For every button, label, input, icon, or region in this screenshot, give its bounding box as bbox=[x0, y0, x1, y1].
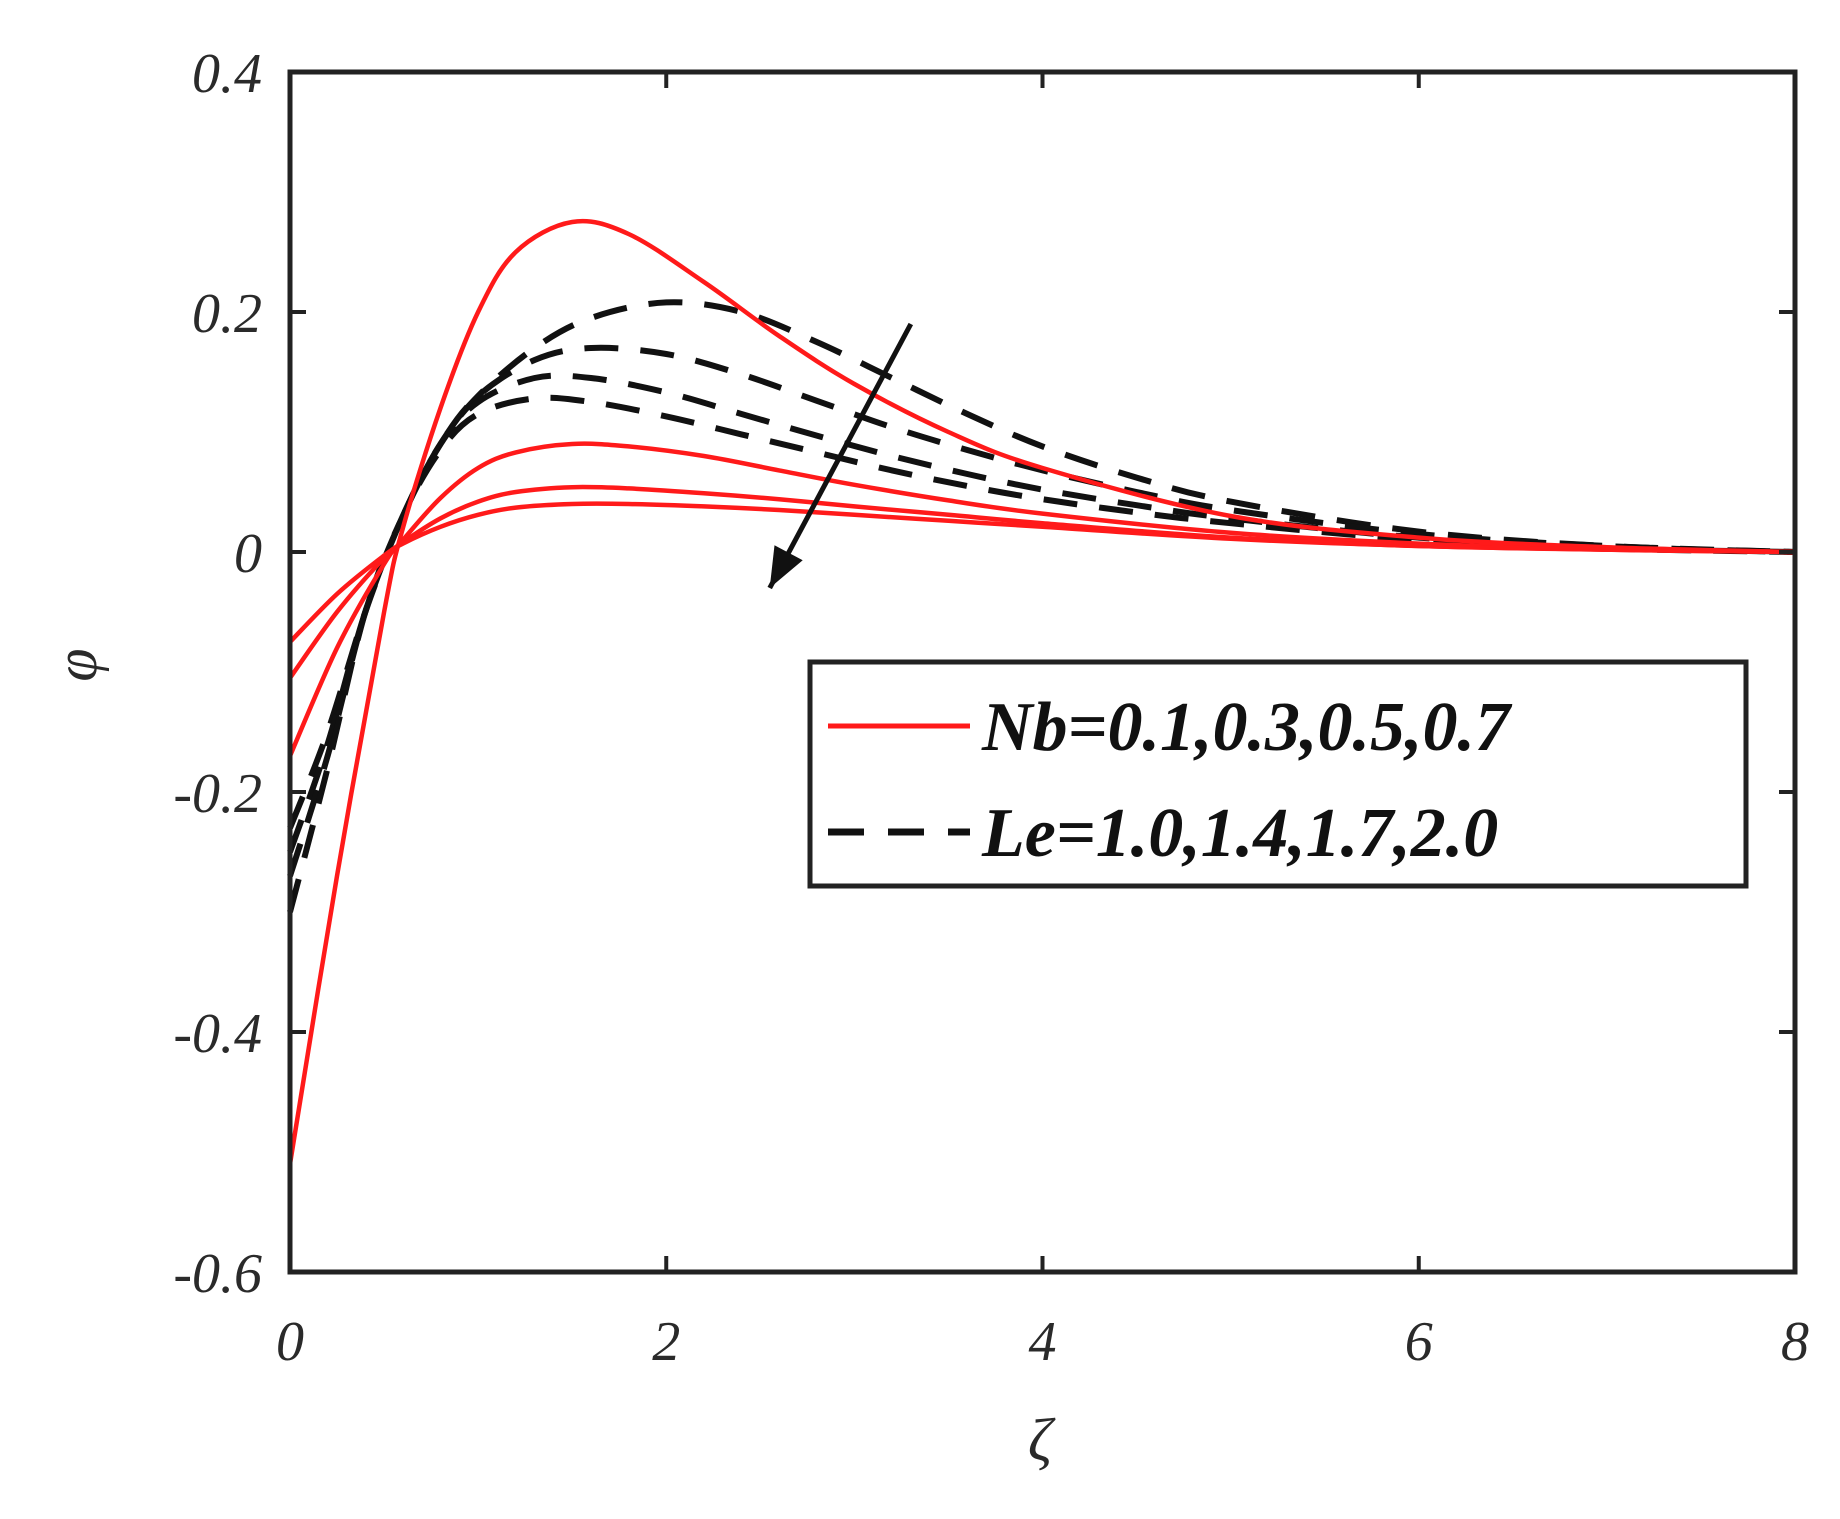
y-tick-label: 0.4 bbox=[192, 43, 262, 105]
series-line-le-8 bbox=[287, 394, 1796, 913]
y-tick-label: -0.6 bbox=[173, 1243, 262, 1305]
series-line-nb-4 bbox=[288, 501, 1796, 644]
legend-label-0: Nb=0.1,0.3,0.5,0.7 bbox=[981, 689, 1513, 766]
legend: Nb=0.1,0.3,0.5,0.7 Le=1.0,1.4,1.7,2.0 bbox=[807, 659, 1749, 889]
y-tick-label: 0.2 bbox=[192, 283, 262, 345]
arrow-shaft bbox=[767, 322, 914, 590]
plot-area bbox=[287, 218, 1796, 1165]
legend-box bbox=[807, 659, 1749, 889]
x-tick-label: 0 bbox=[276, 1311, 304, 1373]
legend-label-1: Le=1.0,1.4,1.7,2.0 bbox=[981, 795, 1498, 872]
trend-arrow bbox=[767, 322, 914, 590]
x-tick-label: 2 bbox=[652, 1311, 680, 1373]
axis-ticks: 0 2 4 6 8 0.4 0.2 0 -0.2 -0.4 -0.6 bbox=[173, 43, 1809, 1373]
y-tick-label: 0 bbox=[234, 523, 262, 585]
y-tick-label: -0.2 bbox=[173, 763, 262, 825]
plot-frame bbox=[287, 69, 1798, 1275]
series-line-nb-1 bbox=[287, 218, 1796, 1165]
y-axis-label: φ bbox=[43, 648, 109, 681]
series-line-le-5 bbox=[287, 299, 1796, 830]
y-tick-label: -0.4 bbox=[173, 1003, 262, 1065]
x-tick-label: 4 bbox=[1029, 1311, 1057, 1373]
x-tick-label: 8 bbox=[1781, 1311, 1809, 1373]
x-tick-label: 6 bbox=[1405, 1311, 1433, 1373]
axes-frame bbox=[287, 69, 1798, 1275]
x-axis-label: ζ bbox=[1028, 1407, 1056, 1473]
arrow-head bbox=[769, 545, 803, 588]
